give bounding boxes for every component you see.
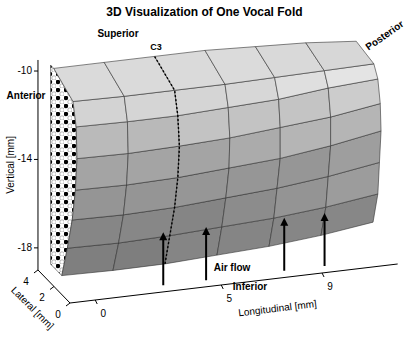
- surface-patch: [76, 122, 128, 159]
- chart: 3D Visualization of One Vocal Fold059024…: [0, 0, 409, 338]
- x-tick: [221, 285, 223, 289]
- annotation: Anterior: [7, 90, 46, 101]
- airflow-arrowhead: [159, 232, 167, 240]
- x-axis-title: Longitudinal [mm]: [238, 298, 318, 318]
- y-tick: [50, 286, 54, 289]
- surface-patch: [306, 41, 374, 70]
- airflow-arrow: [205, 233, 207, 280]
- annotation: Superior: [97, 28, 138, 39]
- z-tick: [34, 71, 38, 72]
- plot-area: [51, 41, 381, 285]
- title: 3D Visualization of One Vocal Fold: [106, 5, 302, 19]
- annotation: Inferior: [233, 281, 268, 292]
- x-tick: [322, 273, 324, 277]
- airflow-arrowhead: [202, 227, 210, 235]
- z-tick: [34, 247, 38, 248]
- y-tick: [66, 303, 70, 306]
- y-tick-label: 0: [55, 309, 61, 320]
- z-tick: [34, 159, 38, 160]
- z-axis-title: Vertical [mm]: [5, 136, 16, 194]
- z-tick-label: -14: [18, 153, 33, 164]
- c3-line: [155, 56, 180, 263]
- x-tick-label: 0: [100, 308, 106, 319]
- z-tick-label: -10: [18, 65, 33, 76]
- x-tick: [95, 300, 97, 304]
- airflow-arrowhead: [321, 213, 329, 221]
- x-tick-label: 9: [327, 281, 333, 292]
- x-tick-label: 5: [226, 293, 232, 304]
- surface-patch: [75, 153, 128, 190]
- annotations: Superior C3 Anterior Posterior Air flow Infer…: [7, 18, 406, 292]
- airflow-arrow: [283, 224, 285, 271]
- airflow-arrowhead: [280, 218, 288, 226]
- airflow-arrow: [162, 238, 164, 285]
- surface-patch: [72, 185, 126, 220]
- annotation: Posterior: [363, 18, 405, 52]
- y-tick-label: 2: [39, 292, 45, 303]
- y-axis-title: Lateral [mm]: [9, 284, 56, 331]
- z-tick-label: -18: [18, 242, 33, 253]
- y-tick: [34, 270, 38, 273]
- axes: 059024-10-14-18Longitudinal [mm]Lateral …: [5, 60, 398, 332]
- surface-patch: [127, 116, 179, 154]
- annotation: Air flow: [214, 262, 251, 273]
- annotation: C3: [150, 42, 162, 52]
- y-tick-label: 4: [23, 276, 29, 287]
- airflow-arrow: [324, 219, 326, 266]
